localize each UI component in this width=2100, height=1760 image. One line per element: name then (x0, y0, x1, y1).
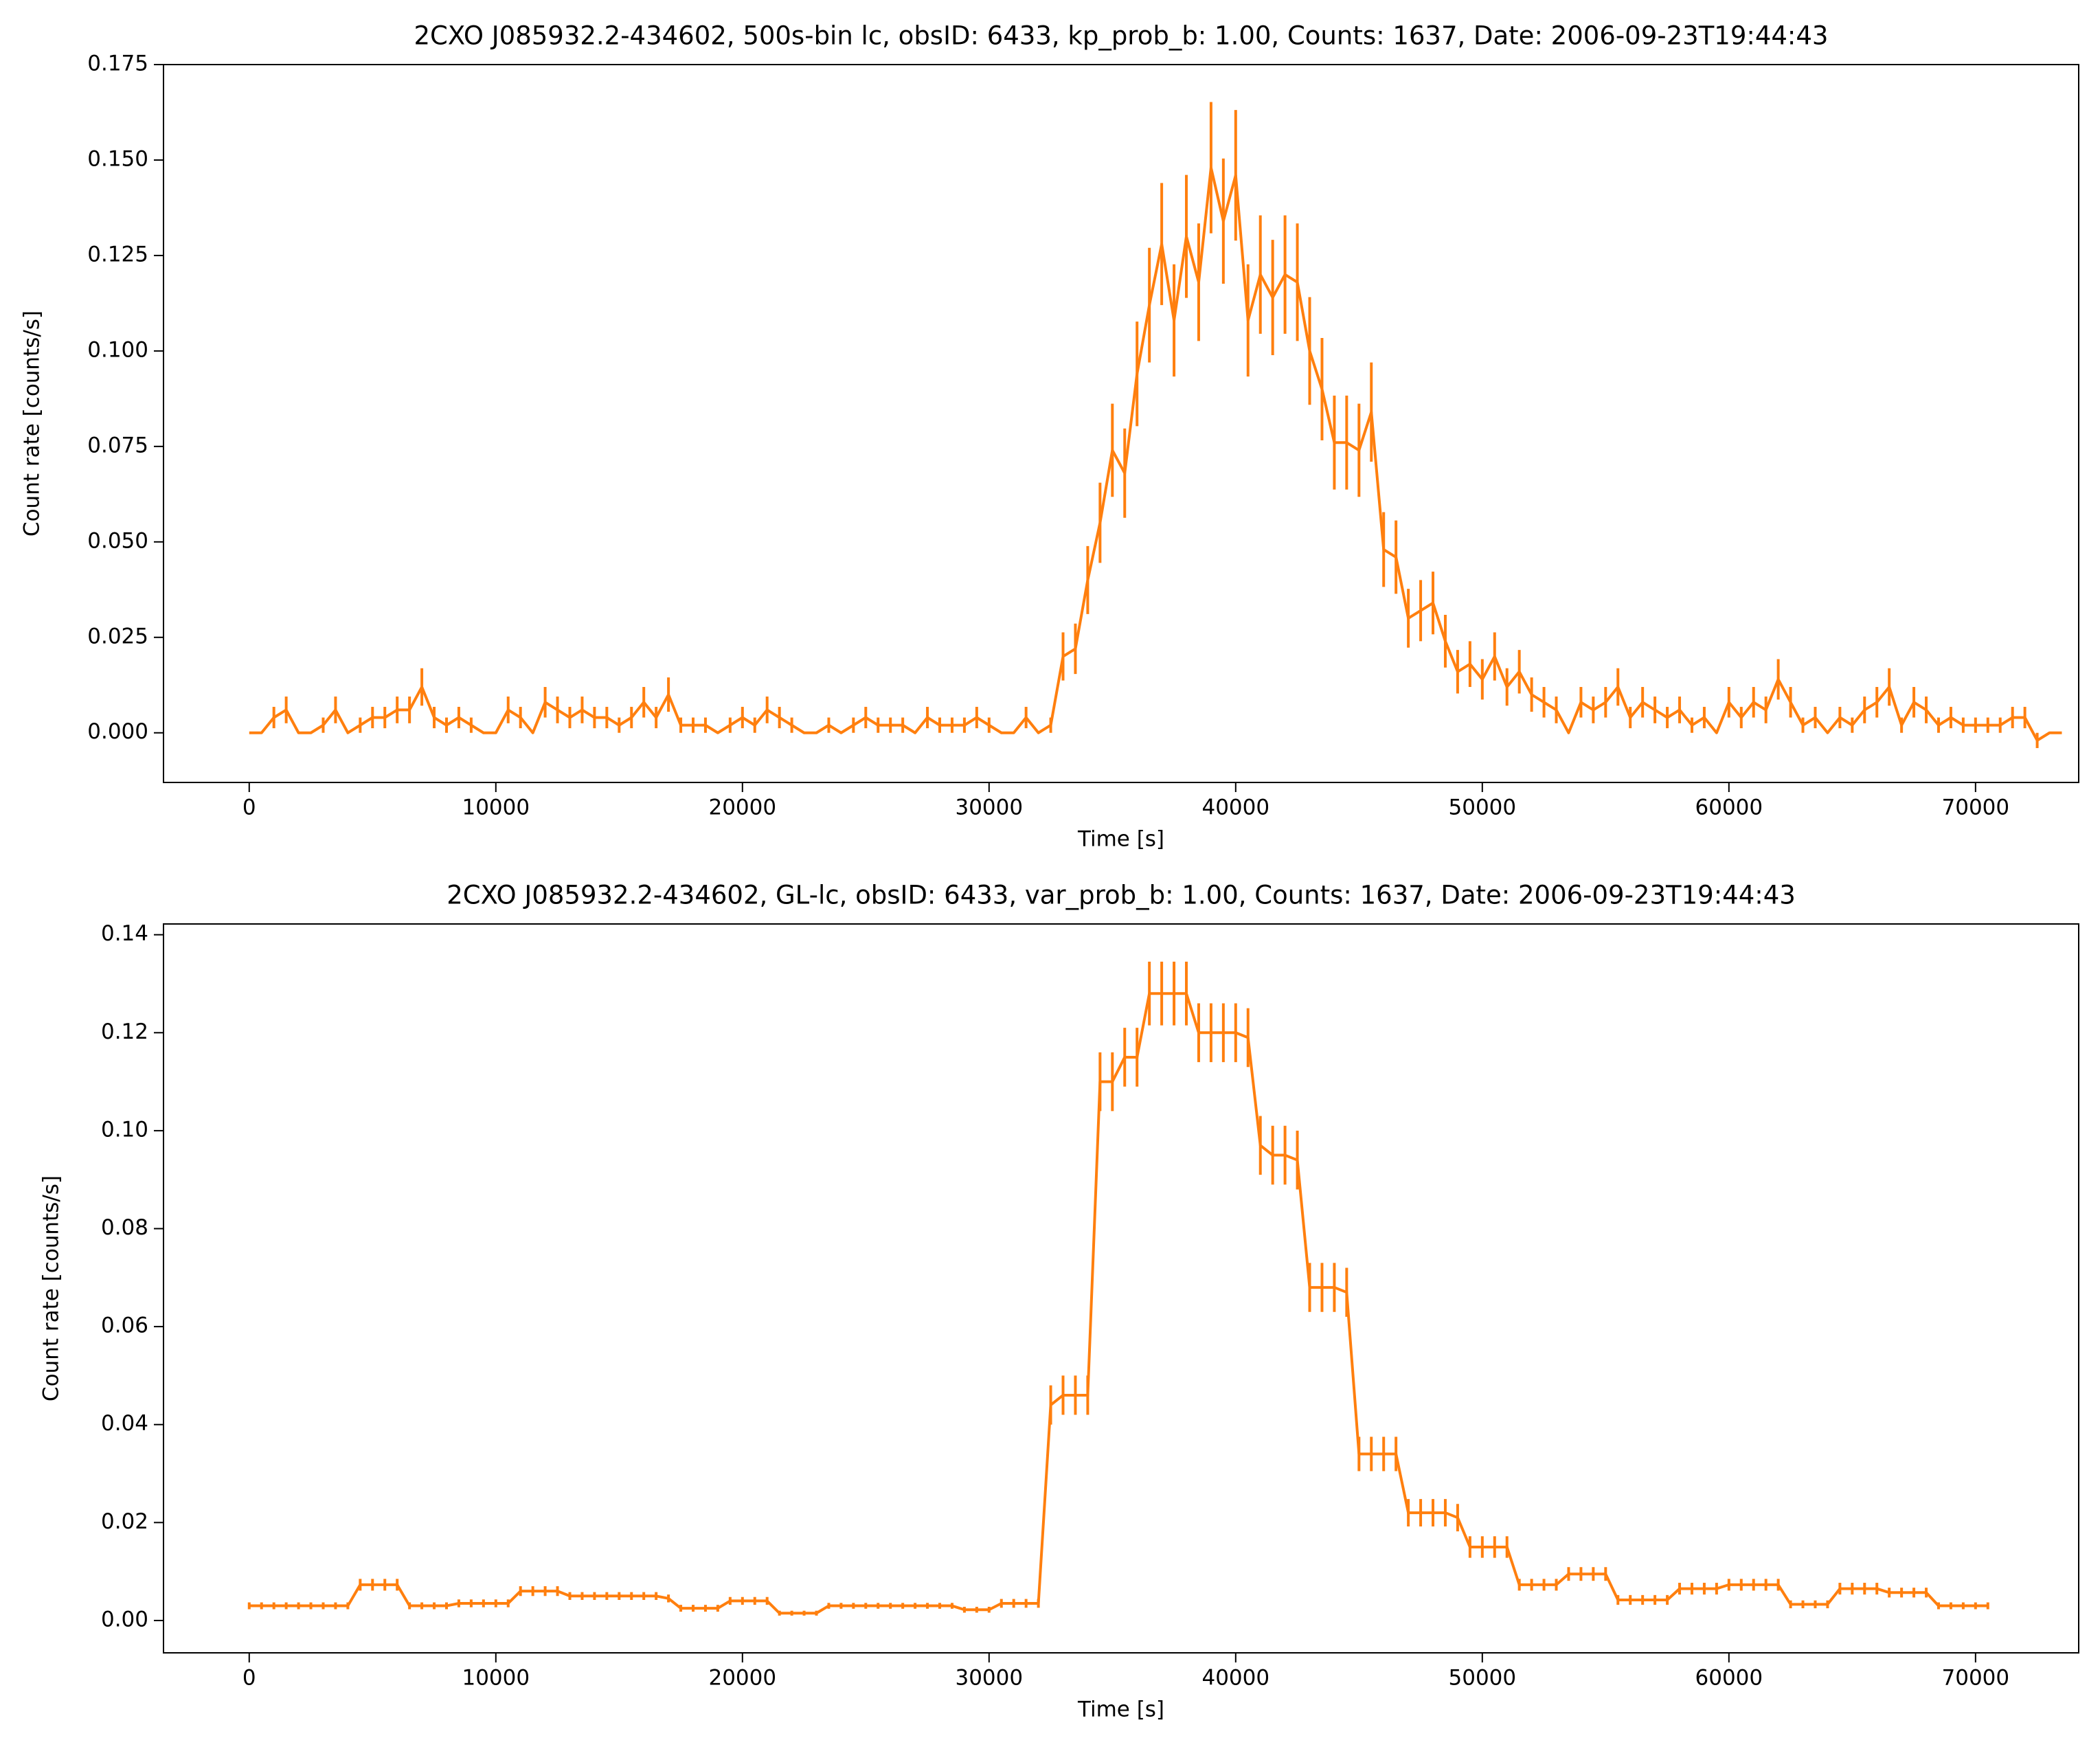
y-axis-label: Count rate [counts/s] (20, 311, 45, 537)
y-tick-label: 0.06 (101, 1313, 148, 1338)
x-tick-label: 30000 (955, 1666, 1023, 1691)
y-tick-label: 0.150 (87, 146, 148, 171)
y-tick-label: 0.00 (101, 1607, 148, 1632)
chart-title: 2CXO J085932.2-434602, 500s-bin lc, obsI… (414, 21, 1829, 51)
y-tick-label: 0.000 (87, 719, 148, 744)
chart-title: 2CXO J085932.2-434602, GL-lc, obsID: 643… (447, 881, 1796, 910)
x-tick-label: 10000 (462, 1666, 530, 1691)
y-tick-label: 0.175 (87, 52, 148, 76)
y-axis-label: Count rate [counts/s] (39, 1175, 64, 1401)
x-tick-label: 60000 (1695, 796, 1763, 820)
y-tick-label: 0.025 (87, 624, 148, 648)
y-tick-label: 0.08 (101, 1215, 148, 1240)
y-tick-label: 0.100 (87, 337, 148, 362)
x-tick-label: 40000 (1201, 796, 1269, 820)
x-tick-label: 20000 (708, 796, 776, 820)
x-tick-label: 20000 (708, 1666, 776, 1691)
x-tick-label: 50000 (1449, 1666, 1517, 1691)
x-tick-label: 70000 (1942, 796, 2010, 820)
y-tick-label: 0.14 (101, 921, 148, 946)
plot-frame (163, 923, 2079, 1654)
x-tick-label: 40000 (1201, 1666, 1269, 1691)
x-tick-label: 10000 (462, 796, 530, 820)
y-tick-label: 0.04 (101, 1411, 148, 1436)
x-tick-label: 0 (242, 1666, 256, 1691)
data-line (249, 166, 2062, 742)
y-tick-label: 0.075 (87, 433, 148, 458)
y-tick-label: 0.125 (87, 242, 148, 267)
x-tick-label: 70000 (1942, 1666, 2010, 1691)
y-tick-label: 0.10 (101, 1117, 148, 1142)
x-tick-label: 60000 (1695, 1666, 1763, 1691)
y-tick-label: 0.050 (87, 528, 148, 553)
plot-frame (163, 64, 2079, 783)
data-line (249, 992, 1988, 1615)
x-tick-label: 30000 (955, 796, 1023, 820)
x-tick-label: 0 (242, 796, 256, 820)
y-tick-label: 0.02 (101, 1509, 148, 1534)
x-axis-label: Time [s] (1077, 827, 1164, 852)
y-tick-label: 0.12 (101, 1019, 148, 1044)
x-tick-label: 50000 (1449, 796, 1517, 820)
x-axis-label: Time [s] (1077, 1697, 1164, 1722)
